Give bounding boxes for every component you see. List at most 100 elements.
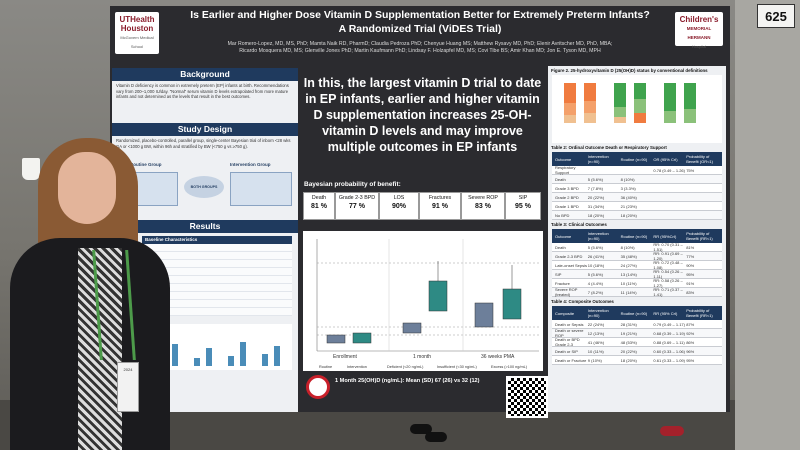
table-cell: 36 (40%) <box>620 194 637 200</box>
table-cell: 10 (18%) <box>587 262 605 268</box>
both-groups-oval: BOTH GROUPS <box>184 176 224 198</box>
bayes-box: SIP 95 % <box>505 192 541 220</box>
table-row: Grade 3 BPD 7 (7.8%) 3 (3.3%) <box>552 184 722 193</box>
table2-title: Table 2: Ordinal Outcome Death or Respir… <box>551 145 667 150</box>
table-cell: 5 (5.6%) <box>587 244 603 250</box>
table-cell: 0.60 (0.33 – 1.06) <box>653 348 685 354</box>
childrens-memorial-hermann-logo: Children's MEMORIAL HERMANN Hospital <box>675 12 723 49</box>
table-cell: 0.61 (0.33 – 1.09) <box>653 357 685 363</box>
table-cell: 31 (34%) <box>587 203 605 209</box>
table-cell: Late-onset Sepsis <box>555 262 588 268</box>
table-cell: 0.78 (0.49 – 1.26) <box>653 167 685 173</box>
table-header-cell: RR (95% CrI) <box>653 310 678 316</box>
bayes-box: LOS 90% <box>379 192 419 220</box>
bayes-probability-row: Death 81 % Grade 2-3 BPD 77 % LOS 90% Fracture… <box>303 192 548 220</box>
results-heading: Results <box>112 220 298 233</box>
table-cell: 8 (10%) <box>620 176 635 182</box>
figure2-stacked-bars <box>552 75 722 143</box>
booth-number-card: 625 <box>757 4 795 28</box>
intervention-group-box <box>230 172 292 206</box>
table-header: Composite Intervention (n=90) Routine (n=9… <box>552 306 722 320</box>
table-cell: Respiratory Support <box>555 165 576 175</box>
table-header-cell: Routine (n=90) <box>620 310 648 316</box>
table-cell: Severe ROP (treated) <box>555 287 578 297</box>
logo-left-line3: McGovern Medical School <box>120 35 154 49</box>
table-cell: Grade 2-3 BPD <box>555 253 583 259</box>
table-cell: 5 (5.6%) <box>587 176 603 182</box>
logo-right-line2: MEMORIAL HERMANN <box>686 26 712 40</box>
key-finding-headline: In this, the largest vitamin D trial to … <box>303 76 542 154</box>
logo-right-line1: Children's <box>679 15 719 24</box>
table-header-cell: Routine (n=90) <box>620 156 648 162</box>
bayes-box-value: 91 % <box>432 203 448 210</box>
table-cell: Grade 2 BPD <box>555 194 579 200</box>
bayes-box-value: 83 % <box>475 203 491 210</box>
chart-x-label-36-weeks: 36 weeks PMA <box>481 354 515 360</box>
table-cell: 41 (46%) <box>587 339 605 345</box>
table-header-cell: Probability of Benefit (RR<1) <box>686 231 713 241</box>
table-cell: 12 (13%) <box>587 330 605 336</box>
baseline-heading: Baseline Characteristics <box>142 236 292 244</box>
table-cell: 86% <box>686 339 695 345</box>
table-cell: 8 (10%) <box>620 244 635 250</box>
one-month-result: 1 Month 25(OH)D (ng/mL): Mean (SD) 67 (2… <box>335 378 480 384</box>
chart-x-label-enrollment: Enrollment <box>333 354 358 360</box>
table-cell: 90% <box>686 262 695 268</box>
chart-x-label-1-month: 1 month <box>413 354 431 360</box>
legend-excess: Excess (>100 ng/mL) <box>491 365 528 369</box>
table-cell: 87% <box>686 321 695 327</box>
qr-code-icon <box>506 376 548 418</box>
table-cell: 13 (14%) <box>620 271 637 277</box>
table-cell: 22 (24%) <box>587 321 605 327</box>
table-cell: 91% <box>686 280 695 286</box>
table-cell: 81% <box>686 244 695 250</box>
authors-line1: Mar Romero-Lopez, MD, MS, PhD; Mamta Nai… <box>227 41 613 47</box>
table-cell: 7 (7.8%) <box>587 185 603 191</box>
background-person-shoe <box>410 424 432 434</box>
routine-group-label: Routine Group <box>130 162 162 167</box>
table-row: Death or Fracture 9 (10%) 18 (20%) 0.61 (0.… <box>552 356 722 365</box>
bayes-box-value: 81 % <box>311 203 327 210</box>
table-header-cell: RR (95%CrI) <box>653 233 677 239</box>
background-text: Vitamin D deficiency is common in extrem… <box>116 83 289 99</box>
logo-right-line3: Hospital <box>691 44 707 49</box>
table-cell: 92% <box>686 330 695 336</box>
table-row: Grade 2-3 BPD 26 (41%) 35 (48%) RR: 0.91 (0… <box>552 251 722 261</box>
uthealth-logo: UTHealth Houston McGovern Medical School <box>115 12 159 54</box>
poster-title-line2: A Randomized Trial (ViDES Trial) <box>338 23 502 35</box>
table-cell: Death <box>555 176 566 182</box>
table-cell: Grade 1 BPD <box>555 203 579 209</box>
bayes-box: Grade 2-3 BPD 77 % <box>335 192 379 220</box>
table-cell: 83% <box>686 289 695 295</box>
table-cell: 11 (14%) <box>620 289 637 295</box>
table-cell: 10 (11%) <box>620 280 637 286</box>
table-cell: 0.68 (0.39 – 1.19) <box>653 330 685 336</box>
background-heading: Background <box>112 68 298 81</box>
table-cell: 21 (23%) <box>620 203 637 209</box>
presenter-lanyard <box>92 250 136 360</box>
vitamin-d-box-plot: Enrollment 1 month 36 weeks PMA Routine … <box>303 231 543 371</box>
table-cell: RR: 0.72 (0.48 – 1.08) <box>653 260 683 270</box>
table-row: Respiratory Support 0.78 (0.49 – 1.26) 75% <box>552 165 722 175</box>
bayes-box: Fractures 91 % <box>419 192 461 220</box>
table-header-cell: Probability of Benefit (OR<1) <box>686 154 713 164</box>
table-cell: 18 (20%) <box>587 212 605 218</box>
table-cell: 3 (3.3%) <box>620 185 636 191</box>
authors-line2: Ricardo Mosquera MD, MS; Glenville Jones… <box>239 48 601 54</box>
bayes-box-value: 77 % <box>349 203 365 210</box>
table-row: No BPD 18 (20%) 18 (20%) <box>552 211 722 220</box>
table-row: Death 5 (5.6%) 8 (10%) RR: 0.70 (0.31 – 1.5… <box>552 242 722 252</box>
table-cell: 4 (4.4%) <box>587 280 603 286</box>
table-cell: 95% <box>686 271 695 277</box>
table-cell: 19 (21%) <box>620 330 637 336</box>
table-cell: Grade 3 BPD <box>555 185 579 191</box>
bayes-box-value: 95 % <box>515 203 531 210</box>
table-header-cell: Intervention (n=90) <box>587 308 609 318</box>
table-cell: Fracture <box>555 280 570 286</box>
table2-ordinal-outcome: Outcome Intervention (n=90) Routine (n=90)… <box>552 152 722 220</box>
poster-title-line1: Is Earlier and Higher Dose Vitamin D Sup… <box>190 9 650 21</box>
poster-title: Is Earlier and Higher Dose Vitamin D Sup… <box>150 8 690 36</box>
bayes-box-label: Death <box>311 195 327 201</box>
table-cell: Death <box>555 244 566 250</box>
study-design-flow: Routine Group Intervention Group BOTH GR… <box>112 160 298 220</box>
